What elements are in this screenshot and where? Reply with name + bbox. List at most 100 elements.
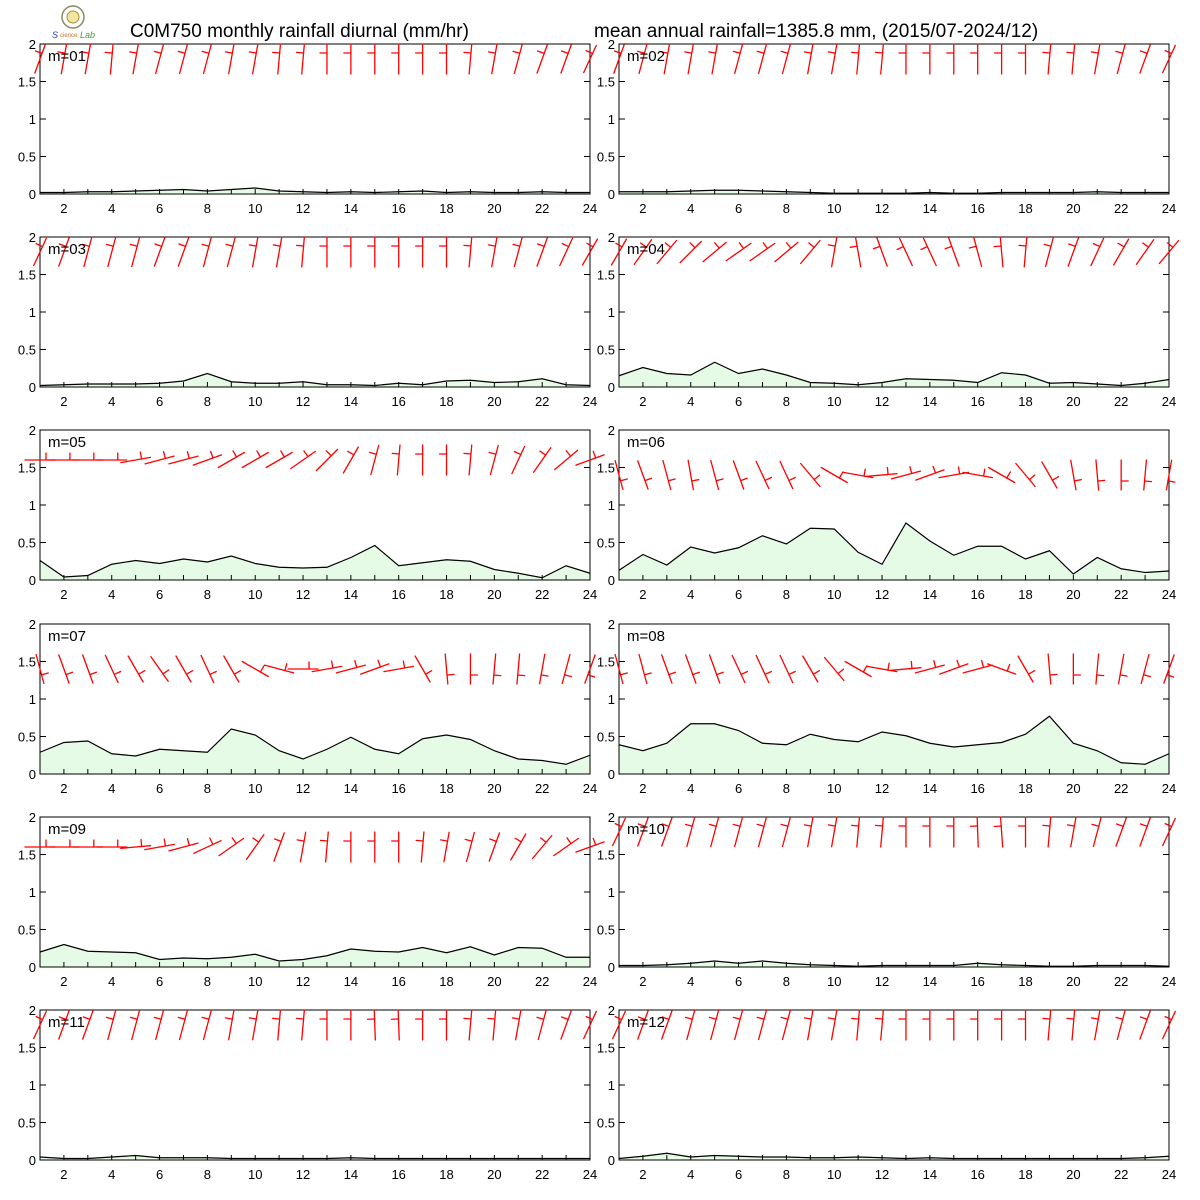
y-tick-label: 0 xyxy=(29,767,36,782)
x-tick-label: 6 xyxy=(156,394,163,409)
wind-barb xyxy=(614,459,628,491)
y-tick-label: 2 xyxy=(29,617,36,632)
y-tick-label: 0.5 xyxy=(597,150,615,165)
wind-barb xyxy=(263,663,295,674)
month-label: m=05 xyxy=(48,434,86,451)
wind-barb xyxy=(946,43,955,75)
wind-barb xyxy=(48,452,80,461)
wind-barb xyxy=(612,817,626,847)
wind-barb xyxy=(780,816,791,848)
wind-barb xyxy=(104,654,122,684)
x-tick-label: 6 xyxy=(156,781,163,796)
wind-barb xyxy=(732,43,744,75)
wind-barb xyxy=(1095,653,1105,685)
wind-barb xyxy=(488,444,499,476)
x-tick-label: 22 xyxy=(1114,201,1128,216)
x-tick-label: 24 xyxy=(583,201,597,216)
wind-barb xyxy=(1017,655,1036,683)
wind-barb xyxy=(33,237,47,267)
wind-barb xyxy=(803,1009,814,1041)
wind-barb xyxy=(438,1009,448,1041)
x-tick-label: 16 xyxy=(391,587,405,602)
x-tick-label: 24 xyxy=(583,394,597,409)
wind-barb xyxy=(1017,816,1027,848)
rain-line xyxy=(619,960,1170,967)
wind-barb xyxy=(512,43,523,75)
y-tick-label: 1.5 xyxy=(597,655,615,670)
rain-area xyxy=(40,373,590,387)
wind-barb xyxy=(780,43,791,75)
wind-barb xyxy=(193,837,222,854)
x-tick-label: 8 xyxy=(783,394,790,409)
wind-barb xyxy=(575,450,605,466)
wind-barb xyxy=(438,444,448,476)
wind-barb xyxy=(104,43,114,75)
y-tick-label: 2 xyxy=(29,810,36,825)
wind-barb xyxy=(914,660,946,674)
y-tick-label: 1.5 xyxy=(18,268,36,283)
wind-barb xyxy=(970,1009,979,1041)
x-tick-label: 8 xyxy=(783,974,790,989)
wind-barb xyxy=(687,459,700,491)
wind-barb xyxy=(319,236,328,268)
wind-barb xyxy=(34,44,46,74)
wind-barb xyxy=(661,1010,673,1040)
x-tick-label: 16 xyxy=(391,781,405,796)
wind-barb xyxy=(661,654,677,684)
wind-barb xyxy=(367,43,376,75)
wind-barb xyxy=(35,653,49,685)
x-tick-label: 6 xyxy=(735,781,742,796)
wind-barb xyxy=(127,655,146,683)
wind-barb xyxy=(516,653,526,685)
y-tick-label: 1 xyxy=(608,885,615,900)
wind-barb xyxy=(1139,1010,1151,1040)
wind-barb xyxy=(58,1010,70,1040)
panel-grid: 00.511.522 4 6 8 10 12 14 16 18 20 22 24m=0100.511.… xyxy=(18,37,1180,1182)
plot-frame xyxy=(618,236,1170,388)
wind-barb xyxy=(725,242,752,262)
wind-barb xyxy=(823,656,845,682)
wind-barb xyxy=(684,43,694,75)
wind-barb xyxy=(1115,817,1127,847)
wind-barb xyxy=(660,43,671,75)
wind-barb xyxy=(96,452,128,461)
wind-barb xyxy=(583,1010,597,1040)
wind-barb xyxy=(553,449,579,471)
x-tick-label: 14 xyxy=(344,394,358,409)
wind-barb xyxy=(890,660,922,671)
wind-barb xyxy=(201,1009,212,1041)
x-tick-label: 4 xyxy=(687,201,694,216)
y-tick-label: 1 xyxy=(608,112,615,127)
wind-barb xyxy=(561,653,572,685)
wind-barb xyxy=(637,43,648,75)
wind-barb xyxy=(248,1009,259,1041)
wind-barb xyxy=(272,1009,282,1041)
x-tick-label: 16 xyxy=(391,974,405,989)
x-tick-label: 6 xyxy=(735,1167,742,1182)
x-tick-label: 10 xyxy=(827,394,841,409)
wind-barb xyxy=(463,1009,473,1041)
x-tick-label: 18 xyxy=(439,201,453,216)
wind-barb xyxy=(874,43,885,75)
wind-barb xyxy=(360,659,390,675)
wind-barb xyxy=(295,1009,306,1041)
x-tick-label: 22 xyxy=(535,1167,549,1182)
wind-barb xyxy=(536,237,548,267)
y-tick-label: 0.5 xyxy=(597,730,615,745)
plot-frame xyxy=(39,816,591,968)
wind-barb xyxy=(575,837,605,853)
month-label: m=11 xyxy=(48,1014,85,1031)
wind-barb xyxy=(1047,653,1058,685)
x-tick-label: 18 xyxy=(439,781,453,796)
wind-barb xyxy=(440,831,450,863)
x-tick-label: 10 xyxy=(827,974,841,989)
x-tick-label: 10 xyxy=(248,1167,262,1182)
wind-barb xyxy=(756,1009,768,1041)
x-tick-label: 12 xyxy=(875,974,889,989)
wind-barb xyxy=(731,654,749,684)
wind-barb xyxy=(224,1009,235,1041)
x-tick-label: 6 xyxy=(156,1167,163,1182)
panel-10: 00.511.522 4 6 8 10 12 14 16 18 20 22 24m=10 xyxy=(597,810,1176,989)
wind-barb xyxy=(168,451,199,465)
wind-barb xyxy=(488,832,501,862)
